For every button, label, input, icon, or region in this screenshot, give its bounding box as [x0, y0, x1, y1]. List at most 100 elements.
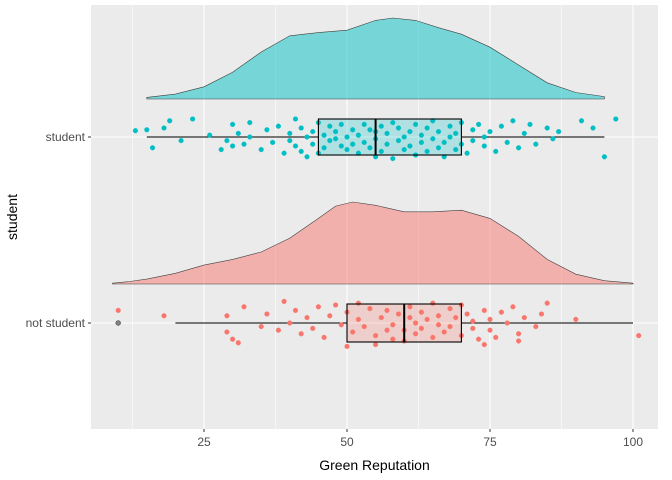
data-point	[418, 309, 424, 315]
data-point	[321, 132, 327, 138]
data-point	[395, 125, 402, 131]
data-point	[516, 145, 522, 151]
data-point	[333, 136, 339, 142]
data-point	[247, 120, 253, 126]
data-point	[270, 139, 276, 145]
data-point	[487, 327, 493, 333]
data-point	[304, 315, 310, 321]
y-tick-label: student	[46, 130, 86, 144]
data-point	[424, 148, 430, 154]
data-point	[218, 147, 224, 153]
data-point	[287, 138, 293, 144]
data-point	[373, 342, 379, 348]
data-point	[556, 129, 562, 135]
data-point	[481, 134, 487, 140]
data-point	[350, 329, 356, 335]
box-iqr	[317, 118, 462, 156]
group-student	[132, 17, 619, 162]
data-point	[533, 324, 539, 330]
data-point	[178, 138, 184, 144]
data-point	[149, 145, 156, 151]
data-point	[384, 327, 390, 333]
data-point	[275, 327, 281, 333]
data-point	[384, 307, 390, 313]
data-point	[207, 132, 213, 138]
data-point	[390, 322, 396, 328]
data-point	[430, 136, 436, 142]
data-point	[292, 307, 299, 313]
data-point	[132, 128, 138, 134]
data-point	[424, 125, 430, 131]
data-point	[235, 340, 241, 346]
data-point	[516, 331, 522, 337]
data-point	[464, 150, 470, 156]
data-point	[224, 313, 230, 319]
data-point	[487, 316, 493, 322]
data-point	[498, 309, 504, 315]
data-point	[161, 313, 167, 319]
data-point	[344, 147, 350, 153]
data-point	[321, 334, 327, 340]
data-point	[413, 121, 419, 127]
data-point	[544, 300, 550, 306]
data-point	[413, 320, 419, 326]
data-point	[578, 118, 585, 124]
data-point	[447, 134, 453, 140]
x-axis-title: Green Reputation	[319, 457, 430, 473]
data-point	[161, 125, 167, 131]
density-shape	[146, 17, 605, 100]
data-point	[361, 324, 367, 330]
data-point	[338, 121, 344, 127]
data-point	[333, 129, 339, 135]
data-point	[315, 304, 321, 310]
data-point	[481, 307, 487, 313]
data-point	[601, 154, 607, 160]
data-point	[470, 325, 476, 331]
data-point	[407, 315, 413, 321]
x-tick-label: 100	[623, 435, 643, 449]
data-point	[298, 331, 304, 337]
data-point	[258, 147, 264, 153]
data-point	[613, 116, 619, 122]
data-point	[264, 311, 270, 317]
data-point	[464, 311, 470, 317]
data-point	[521, 130, 527, 136]
data-point	[516, 338, 522, 344]
data-point	[373, 333, 379, 339]
data-point	[476, 121, 482, 127]
data-point	[493, 334, 499, 340]
data-point	[298, 125, 304, 131]
data-point	[493, 148, 499, 154]
data-point	[264, 127, 270, 133]
data-point	[298, 148, 304, 154]
data-point	[224, 329, 230, 335]
data-point	[367, 306, 373, 312]
data-point	[230, 143, 236, 149]
data-point	[441, 154, 447, 160]
data-point	[167, 118, 173, 124]
data-point	[355, 316, 361, 322]
data-point	[441, 329, 447, 335]
density-shape	[112, 201, 634, 285]
data-point	[435, 129, 442, 135]
data-point	[430, 334, 436, 340]
data-point	[590, 125, 596, 131]
data-point	[367, 127, 373, 133]
data-point	[321, 145, 327, 151]
data-point	[247, 134, 253, 140]
data-point	[355, 132, 361, 138]
data-point	[338, 143, 344, 149]
x-tick-label: 50	[340, 435, 354, 449]
data-point	[487, 129, 493, 135]
data-point	[453, 147, 459, 153]
data-point	[470, 318, 476, 324]
data-point	[367, 145, 373, 151]
x-tick-label: 75	[483, 435, 497, 449]
x-axis: 25 50 75 100	[197, 429, 643, 449]
groups-layer	[112, 17, 642, 349]
data-point	[258, 324, 264, 330]
data-point	[344, 134, 350, 140]
data-point	[378, 148, 384, 154]
data-point	[384, 130, 390, 136]
